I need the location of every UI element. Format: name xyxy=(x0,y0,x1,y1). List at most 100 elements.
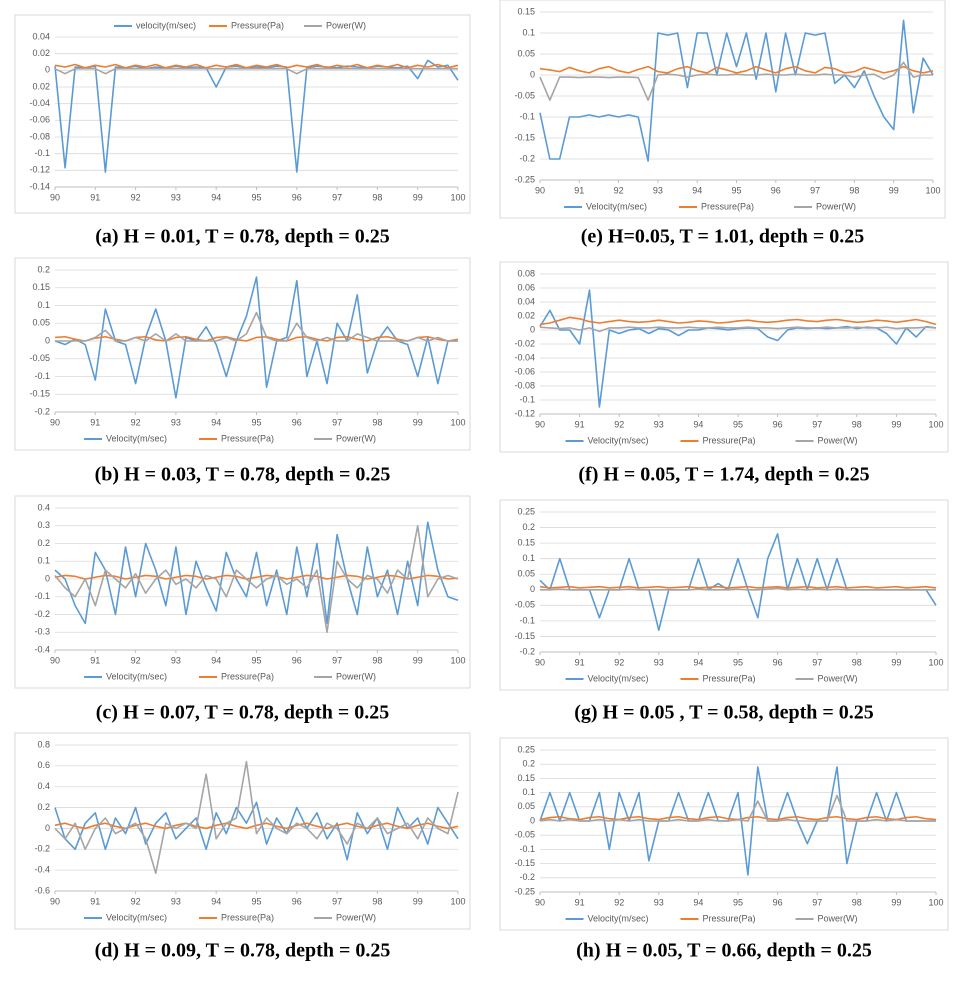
y-tick-label: 0.2 xyxy=(37,264,50,274)
series-line xyxy=(539,794,936,822)
x-tick-label: 96 xyxy=(773,897,783,907)
series-line xyxy=(55,311,458,342)
y-tick-label: -0.04 xyxy=(29,98,50,108)
y-tick-label: -0.1 xyxy=(519,615,535,625)
y-tick-label: -0.1 xyxy=(519,111,535,121)
y-tick-label: 0.15 xyxy=(32,282,50,292)
chart-panel: 0.04 0.02 0 0.02 -0.04 -0.06 -0.08 -0.1 -0.12 -0.… xyxy=(14,14,471,214)
y-tick-label: -0.25 xyxy=(514,886,535,896)
x-tick-label: 94 xyxy=(211,417,221,427)
x-tick-label: 90 xyxy=(535,419,545,429)
y-tick-label: -0.25 xyxy=(514,174,535,184)
x-tick-label: 90 xyxy=(50,655,60,665)
x-tick-label: 91 xyxy=(90,417,100,427)
x-tick-label: 95 xyxy=(251,417,261,427)
panel-frame xyxy=(499,499,949,691)
panel-frame xyxy=(14,257,471,451)
y-tick-label: -0.2 xyxy=(519,872,535,882)
x-tick-label: 93 xyxy=(171,896,181,906)
x-tick-label: 96 xyxy=(292,896,302,906)
x-tick-label: 97 xyxy=(812,657,822,667)
x-tick-label: 92 xyxy=(131,896,141,906)
x-tick-label: 91 xyxy=(574,185,584,195)
y-tick-label: 0.25 xyxy=(517,744,535,754)
caption: (f) H = 0.05, T = 1.74, depth = 0.25 xyxy=(578,464,869,486)
legend-label: Pressure(Pa) xyxy=(703,435,756,445)
y-tick-label: -0.1 xyxy=(34,148,50,158)
x-tick-label: 98 xyxy=(372,192,382,202)
legend-label: Velocity(m/sec) xyxy=(586,201,647,211)
series-line xyxy=(54,276,458,399)
y-tick-label: 0 xyxy=(530,584,535,594)
y-tick-label: -0.4 xyxy=(34,865,50,875)
y-tick-label: -0.2 xyxy=(34,609,50,619)
x-tick-label: 90 xyxy=(50,896,60,906)
chart-panel: 0.8 0.6 0.4 0.2 0 -0.2 -0.4 -0.690 91 92 93 94 95 96 9… xyxy=(14,732,471,930)
legend-label: Velocity(m/sec) xyxy=(588,435,649,445)
x-tick-label: 95 xyxy=(733,897,743,907)
x-tick-label: 96 xyxy=(292,192,302,202)
x-tick-label: 93 xyxy=(653,185,663,195)
x-tick-label: 99 xyxy=(413,192,423,202)
x-tick-label: 94 xyxy=(211,192,221,202)
x-tick-label: 100 xyxy=(925,185,940,195)
x-tick-label: 92 xyxy=(131,655,141,665)
x-tick-label: 98 xyxy=(372,896,382,906)
y-tick-label: 0.05 xyxy=(32,318,50,328)
x-tick-label: 91 xyxy=(575,657,585,667)
y-tick-label: 0.1 xyxy=(522,787,535,797)
legend-label: velocity(m/sec) xyxy=(136,20,196,30)
panel-frame xyxy=(499,261,949,453)
y-tick-label: 0.1 xyxy=(522,553,535,563)
y-tick-label: 0.2 xyxy=(522,522,535,532)
x-tick-label: 98 xyxy=(852,419,862,429)
x-tick-label: 99 xyxy=(889,185,899,195)
y-tick-label: 0 xyxy=(45,823,50,833)
series-line xyxy=(54,574,459,580)
x-tick-label: 90 xyxy=(50,192,60,202)
x-tick-label: 96 xyxy=(292,655,302,665)
y-tick-label: 0 xyxy=(530,324,535,334)
y-tick-label: 0.4 xyxy=(37,502,50,512)
y-tick-label: -0.14 xyxy=(29,181,50,191)
y-tick-label: -0.06 xyxy=(514,366,535,376)
x-tick-label: 99 xyxy=(413,417,423,427)
legend-label: Pressure(Pa) xyxy=(221,671,274,681)
y-tick-label: -0.2 xyxy=(519,153,535,163)
x-tick-label: 91 xyxy=(90,896,100,906)
series-line xyxy=(539,61,933,101)
y-tick-label: -0.6 xyxy=(34,885,50,895)
legend-label: Power(W) xyxy=(336,912,376,922)
x-tick-label: 97 xyxy=(812,897,822,907)
series-line xyxy=(54,524,459,634)
series-line xyxy=(54,63,459,69)
y-tick-label: 0.4 xyxy=(37,781,50,791)
y-tick-label: -0.05 xyxy=(514,830,535,840)
y-tick-label: 0.05 xyxy=(517,569,535,579)
y-tick-label: 0.15 xyxy=(517,537,535,547)
x-tick-label: 90 xyxy=(535,657,545,667)
x-tick-label: 93 xyxy=(171,655,181,665)
y-tick-label: 0.05 xyxy=(517,801,535,811)
caption: (c) H = 0.07, T = 0.78, depth = 0.25 xyxy=(96,702,389,724)
x-tick-label: 98 xyxy=(372,417,382,427)
x-tick-label: 92 xyxy=(131,417,141,427)
y-tick-label: -0.05 xyxy=(514,90,535,100)
y-tick-label: 0.05 xyxy=(517,48,535,58)
x-tick-label: 95 xyxy=(251,192,261,202)
x-tick-label: 92 xyxy=(614,185,624,195)
series-line xyxy=(539,19,934,162)
y-tick-label: -0.12 xyxy=(514,408,535,418)
x-tick-label: 90 xyxy=(535,185,545,195)
x-tick-label: 99 xyxy=(891,897,901,907)
x-tick-label: 94 xyxy=(211,896,221,906)
y-tick-label: 0 xyxy=(530,69,535,79)
x-tick-label: 94 xyxy=(693,419,703,429)
series-line xyxy=(54,67,458,75)
y-tick-label: 0.1 xyxy=(37,300,50,310)
x-tick-label: 100 xyxy=(450,655,465,665)
x-tick-label: 94 xyxy=(211,655,221,665)
chart-panel: 0.25 0.2 0.15 0.1 0.05 0 -0.05 -0.1 -0.15 -0.2 -0.… xyxy=(499,737,949,931)
chart-panel: 0.25 0.2 0.15 0.1 0.05 0 -0.05 -0.1 -0.15 -0.290 9… xyxy=(499,499,949,691)
